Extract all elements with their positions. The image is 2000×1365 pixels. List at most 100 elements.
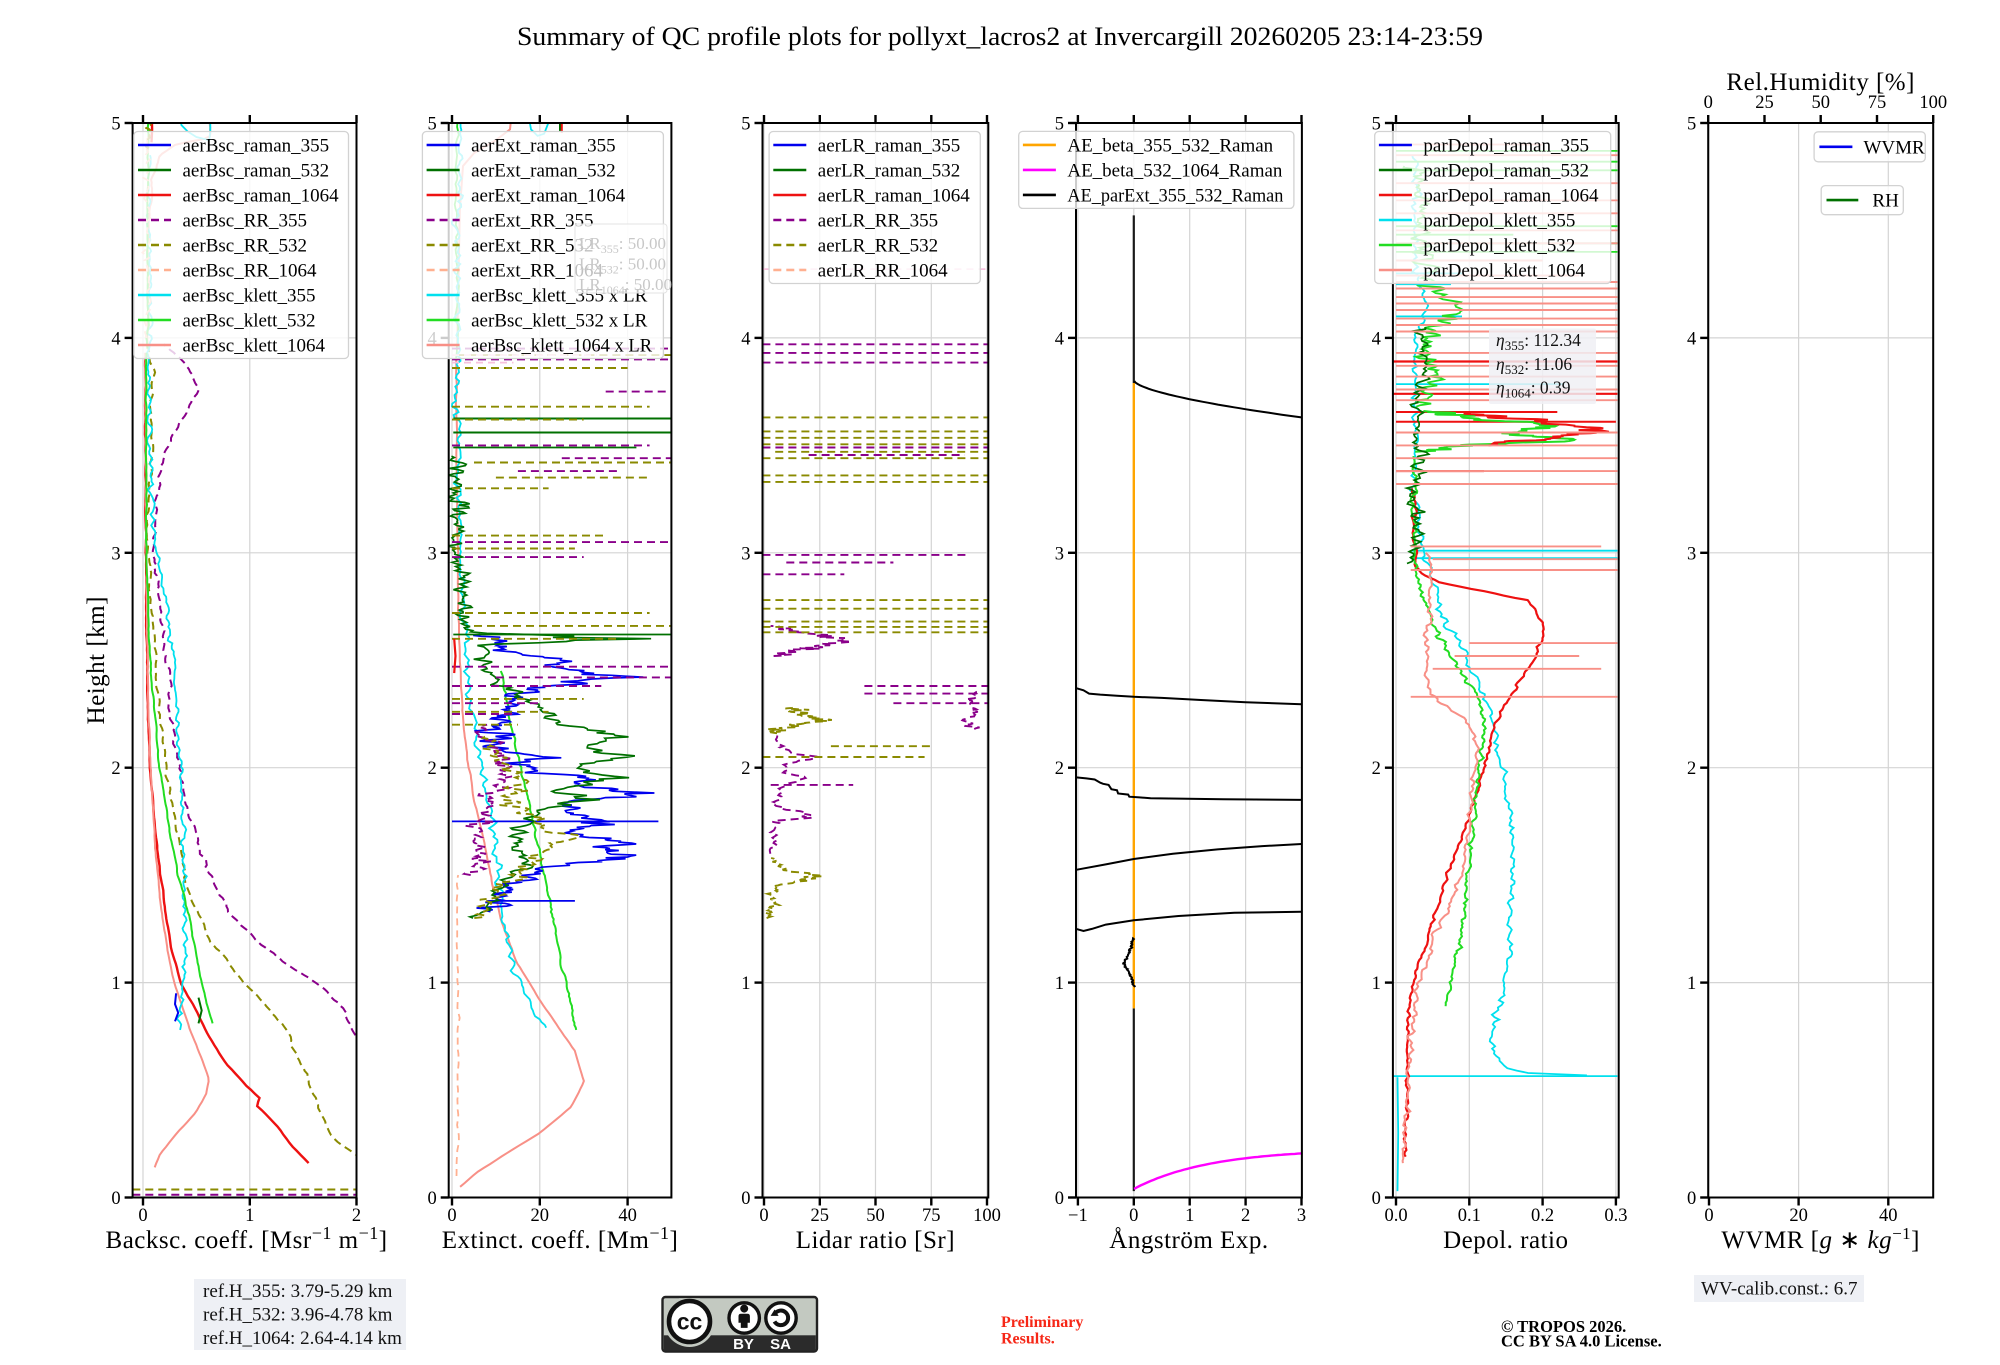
svg-text:parDepol_raman_532: parDepol_raman_532 — [1423, 161, 1589, 182]
svg-text:aerBsc_klett_1064: aerBsc_klett_1064 — [183, 336, 326, 357]
svg-text:40: 40 — [1879, 1206, 1898, 1226]
svg-text:BY: BY — [733, 1336, 754, 1353]
svg-text:0: 0 — [138, 1206, 147, 1226]
svg-text:aerLR_raman_355: aerLR_raman_355 — [818, 136, 960, 157]
svg-text:aerExt_RR_1064: aerExt_RR_1064 — [471, 261, 603, 282]
svg-text:aerBsc_klett_532 x LR: aerBsc_klett_532 x LR — [471, 311, 648, 332]
svg-text:aerBsc_klett_1064 x LR: aerBsc_klett_1064 x LR — [471, 336, 652, 357]
svg-text:aerExt_raman_1064: aerExt_raman_1064 — [471, 186, 626, 207]
svg-text:1: 1 — [741, 974, 750, 994]
svg-text:Preliminary: Preliminary — [1001, 1314, 1083, 1331]
svg-text:1: 1 — [1372, 974, 1381, 994]
svg-text:aerExt_RR_355: aerExt_RR_355 — [471, 211, 593, 232]
svg-text:25: 25 — [811, 1206, 830, 1226]
svg-text:Rel.Humidity [%]: Rel.Humidity [%] — [1726, 69, 1915, 96]
svg-text:5: 5 — [111, 115, 120, 135]
svg-text:AE_beta_355_532_Raman: AE_beta_355_532_Raman — [1067, 135, 1273, 156]
svg-text:parDepol_klett_355: parDepol_klett_355 — [1423, 211, 1575, 232]
svg-text:0.3: 0.3 — [1604, 1206, 1627, 1226]
svg-text:SA: SA — [770, 1336, 791, 1353]
svg-text:aerBsc_RR_355: aerBsc_RR_355 — [183, 211, 308, 232]
svg-text:1: 1 — [245, 1206, 254, 1226]
svg-text:Backsc. coeff. [Msr−1 m−1]: Backsc. coeff. [Msr−1 m−1] — [106, 1223, 388, 1254]
svg-text:1: 1 — [427, 974, 436, 994]
svg-text:40: 40 — [618, 1206, 637, 1226]
svg-text:0: 0 — [1687, 1189, 1696, 1209]
svg-text:LR532: 50.00: LR532: 50.00 — [579, 255, 666, 277]
svg-text:5: 5 — [1687, 115, 1696, 135]
svg-text:4: 4 — [111, 329, 120, 349]
svg-text:aerBsc_RR_532: aerBsc_RR_532 — [183, 236, 308, 257]
svg-text:5: 5 — [741, 115, 750, 135]
svg-text:2: 2 — [427, 759, 436, 779]
svg-text:Height [km]: Height [km] — [83, 596, 110, 724]
svg-text:3: 3 — [427, 544, 436, 564]
svg-text:WVMR [g ∗ kg−1]: WVMR [g ∗ kg−1] — [1721, 1224, 1920, 1254]
svg-text:75: 75 — [1868, 93, 1887, 113]
svg-text:parDepol_raman_1064: parDepol_raman_1064 — [1423, 186, 1599, 207]
svg-text:2: 2 — [352, 1206, 361, 1226]
svg-text:50: 50 — [1811, 93, 1830, 113]
svg-text:0.1: 0.1 — [1458, 1206, 1481, 1226]
svg-text:3: 3 — [1372, 544, 1381, 564]
svg-text:0: 0 — [1055, 1189, 1064, 1209]
svg-text:0: 0 — [1704, 93, 1713, 113]
svg-text:2: 2 — [1372, 759, 1381, 779]
svg-text:5: 5 — [427, 115, 436, 135]
svg-text:aerLR_RR_1064: aerLR_RR_1064 — [818, 261, 948, 282]
svg-text:CC BY SA 4.0 License.: CC BY SA 4.0 License. — [1501, 1332, 1662, 1351]
svg-text:4: 4 — [1055, 329, 1064, 349]
svg-text:3: 3 — [111, 544, 120, 564]
svg-text:0: 0 — [447, 1206, 456, 1226]
svg-text:Ångström Exp.: Ångström Exp. — [1109, 1227, 1268, 1254]
svg-text:aerBsc_klett_355: aerBsc_klett_355 — [183, 286, 316, 307]
svg-text:50: 50 — [866, 1206, 885, 1226]
svg-text:parDepol_klett_1064: parDepol_klett_1064 — [1423, 261, 1585, 282]
svg-text:0: 0 — [1704, 1206, 1713, 1226]
svg-text:0.0: 0.0 — [1384, 1206, 1407, 1226]
svg-text:Depol. ratio: Depol. ratio — [1443, 1227, 1568, 1254]
svg-text:η532: 11.06: η532: 11.06 — [1496, 354, 1572, 377]
svg-text:1: 1 — [1185, 1206, 1194, 1226]
svg-text:η1064: 0.39: η1064: 0.39 — [1496, 378, 1571, 401]
svg-text:−1: −1 — [1068, 1206, 1088, 1226]
svg-text:100: 100 — [1919, 93, 1947, 113]
svg-text:2: 2 — [1055, 759, 1064, 779]
svg-text:Summary of QC profile plots fo: Summary of QC profile plots for pollyxt_… — [517, 22, 1483, 51]
svg-text:0: 0 — [1372, 1189, 1381, 1209]
svg-text:3: 3 — [1687, 544, 1696, 564]
svg-text:aerExt_raman_355: aerExt_raman_355 — [471, 136, 616, 157]
svg-text:© TROPOS 2026.: © TROPOS 2026. — [1501, 1317, 1626, 1336]
svg-text:aerBsc_klett_532: aerBsc_klett_532 — [183, 311, 316, 332]
svg-text:ref.H_532: 3.96-4.78 km: ref.H_532: 3.96-4.78 km — [203, 1305, 393, 1326]
svg-text:4: 4 — [741, 329, 750, 349]
svg-text:4: 4 — [1687, 329, 1696, 349]
svg-text:2: 2 — [1241, 1206, 1250, 1226]
svg-text:2: 2 — [741, 759, 750, 779]
svg-text:1: 1 — [1687, 974, 1696, 994]
svg-text:0: 0 — [1129, 1206, 1138, 1226]
svg-text:aerBsc_RR_1064: aerBsc_RR_1064 — [183, 261, 318, 282]
svg-text:1: 1 — [1055, 974, 1064, 994]
svg-text:5: 5 — [1055, 115, 1064, 135]
svg-text:20: 20 — [1789, 1206, 1808, 1226]
svg-text:aerExt_RR_532: aerExt_RR_532 — [471, 236, 593, 257]
svg-text:Extinct. coeff. [Mm−1]: Extinct. coeff. [Mm−1] — [442, 1223, 679, 1254]
svg-text:5: 5 — [1372, 115, 1381, 135]
svg-text:WVMR: WVMR — [1864, 137, 1926, 158]
svg-text:RH: RH — [1872, 191, 1899, 212]
svg-text:cc: cc — [677, 1309, 703, 1335]
svg-text:2: 2 — [1687, 759, 1696, 779]
svg-text:3: 3 — [1297, 1206, 1306, 1226]
svg-text:aerLR_raman_1064: aerLR_raman_1064 — [818, 186, 970, 207]
svg-text:aerLR_raman_532: aerLR_raman_532 — [818, 161, 960, 182]
svg-text:WV-calib.const.: 6.7: WV-calib.const.: 6.7 — [1701, 1279, 1858, 1300]
svg-text:3: 3 — [1055, 544, 1064, 564]
svg-text:η355: 112.34: η355: 112.34 — [1496, 330, 1581, 353]
svg-text:20: 20 — [531, 1206, 550, 1226]
svg-text:aerLR_RR_355: aerLR_RR_355 — [818, 211, 938, 232]
svg-text:4: 4 — [1372, 329, 1381, 349]
svg-text:aerBsc_raman_355: aerBsc_raman_355 — [183, 136, 330, 157]
svg-text:aerBsc_raman_1064: aerBsc_raman_1064 — [183, 186, 340, 207]
svg-text:0: 0 — [111, 1189, 120, 1209]
